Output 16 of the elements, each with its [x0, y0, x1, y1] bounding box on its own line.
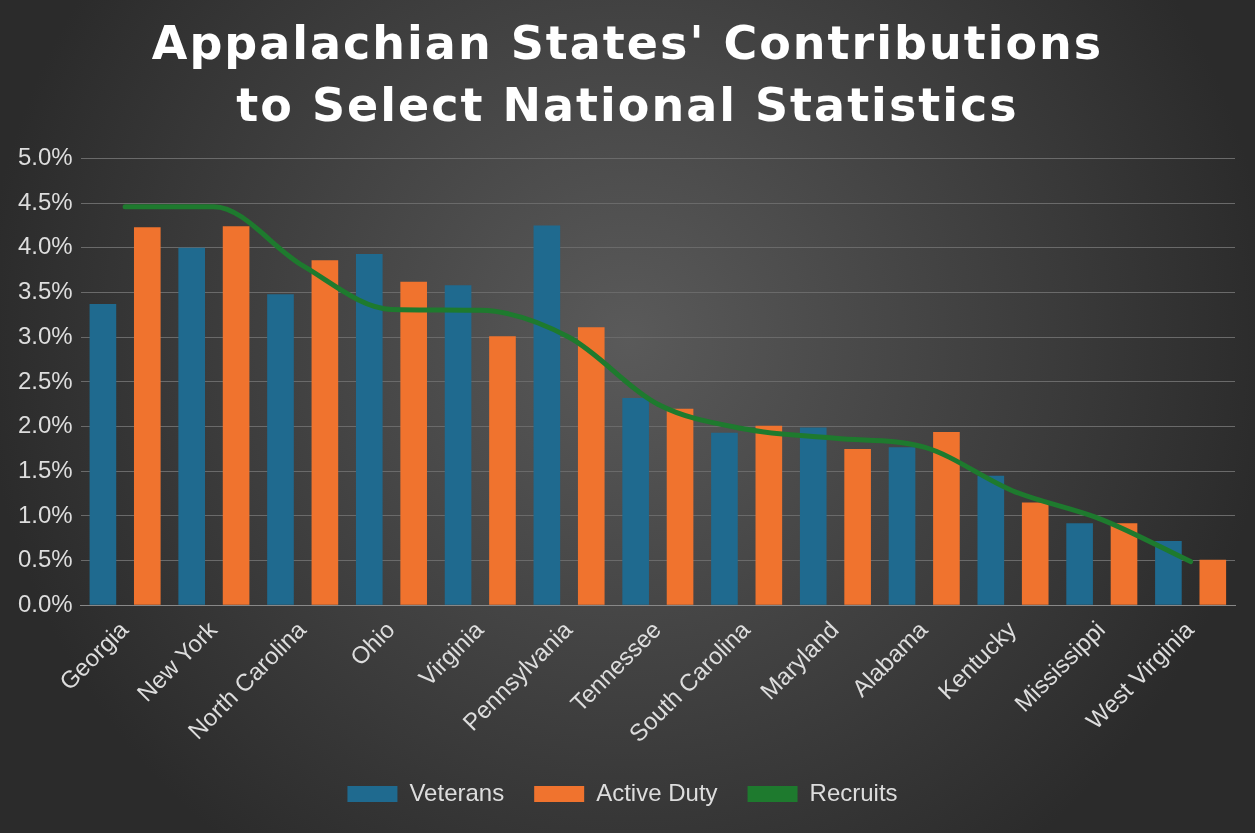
y-tick-label: 4.5% [18, 187, 73, 215]
y-tick-label: 2.0% [18, 411, 73, 439]
legend-label: Recruits [809, 778, 898, 806]
chart-title: Appalachian States' Contributions to Select National Statistics [150, 15, 1105, 134]
y-tick-label: 3.0% [18, 321, 73, 349]
x-tick-label: Ohio [344, 615, 400, 671]
legend-label: Active Duty [596, 778, 718, 806]
y-tick-label: 4.0% [18, 232, 73, 260]
legend-label: Veterans [409, 778, 505, 806]
y-tick-label: 0.0% [18, 590, 73, 617]
y-tick-label: 1.0% [18, 500, 73, 528]
y-tick-label: 3.5% [18, 277, 73, 305]
y-tick-label: 1.5% [18, 455, 73, 483]
y-tick-label: 5.0% [18, 143, 73, 171]
y-tick-label: 2.5% [18, 366, 73, 394]
y-tick-label: 0.5% [18, 545, 73, 573]
